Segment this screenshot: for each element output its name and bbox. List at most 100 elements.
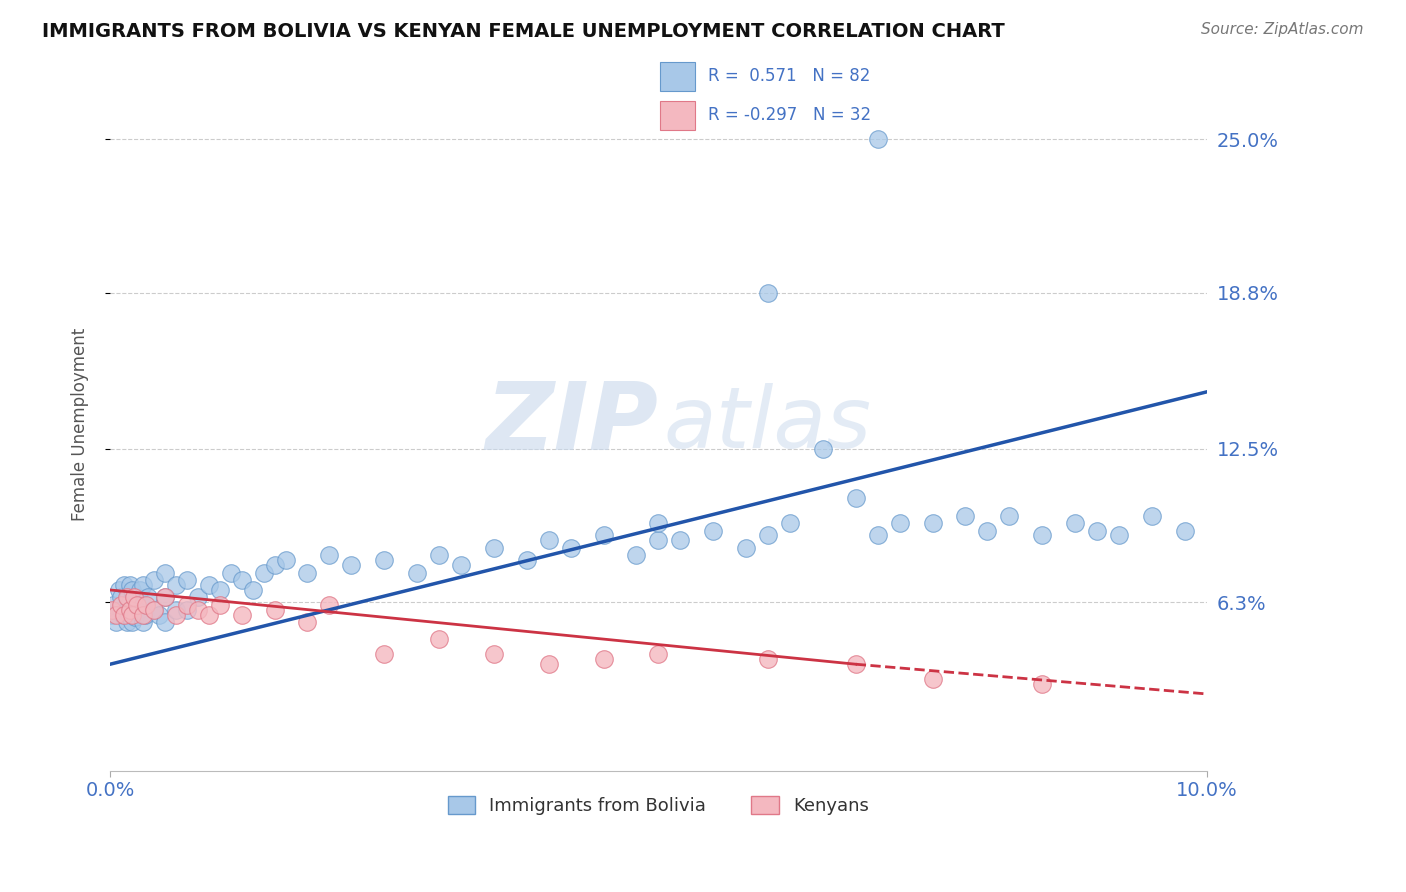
Point — [647, 648, 669, 662]
Point — [866, 132, 889, 146]
Point — [101, 607, 124, 622]
Point — [756, 285, 779, 300]
Text: ZIP: ZIP — [485, 378, 658, 470]
Point — [406, 566, 429, 580]
Point — [889, 516, 911, 530]
Point — [121, 615, 143, 629]
Point — [208, 582, 231, 597]
Point — [104, 607, 127, 622]
Point — [118, 603, 141, 617]
Point — [702, 524, 724, 538]
Point — [537, 533, 560, 548]
Point — [103, 598, 125, 612]
Point — [252, 566, 274, 580]
Point — [297, 615, 319, 629]
Point — [845, 657, 868, 672]
Point — [647, 533, 669, 548]
Point — [1031, 677, 1053, 691]
Point — [482, 648, 505, 662]
Point — [132, 607, 155, 622]
Point — [187, 603, 209, 617]
Point — [1108, 528, 1130, 542]
Point — [537, 657, 560, 672]
Point — [165, 603, 187, 617]
Text: atlas: atlas — [664, 383, 872, 466]
Point — [998, 508, 1021, 523]
Point — [626, 549, 648, 563]
Point — [118, 595, 141, 609]
Point — [231, 607, 253, 622]
Point — [340, 558, 363, 573]
Y-axis label: Female Unemployment: Female Unemployment — [72, 327, 89, 521]
Point — [318, 549, 340, 563]
Point — [118, 607, 141, 622]
Point — [482, 541, 505, 555]
Point — [592, 528, 614, 542]
Point — [373, 553, 395, 567]
Point — [115, 591, 138, 605]
Point — [148, 607, 170, 622]
Point — [108, 582, 131, 597]
Point — [560, 541, 582, 555]
Point — [127, 598, 149, 612]
Point — [118, 578, 141, 592]
Point — [142, 603, 165, 617]
Point — [976, 524, 998, 538]
Text: R =  0.571   N = 82: R = 0.571 N = 82 — [709, 68, 870, 86]
Point — [231, 573, 253, 587]
Text: IMMIGRANTS FROM BOLIVIA VS KENYAN FEMALE UNEMPLOYMENT CORRELATION CHART: IMMIGRANTS FROM BOLIVIA VS KENYAN FEMALE… — [42, 22, 1005, 41]
Point — [373, 648, 395, 662]
Point — [135, 598, 157, 612]
Point — [263, 603, 285, 617]
Point — [153, 591, 176, 605]
Point — [187, 591, 209, 605]
Point — [132, 598, 155, 612]
Point — [176, 598, 198, 612]
Point — [197, 607, 219, 622]
Point — [142, 603, 165, 617]
Point — [165, 607, 187, 622]
Point — [110, 591, 132, 605]
Bar — [659, 101, 696, 130]
Point — [1064, 516, 1087, 530]
Point — [735, 541, 758, 555]
Point — [208, 598, 231, 612]
Point — [117, 591, 139, 605]
Point — [811, 442, 834, 456]
Point — [110, 603, 132, 617]
Point — [756, 528, 779, 542]
Point — [427, 632, 450, 647]
Point — [1031, 528, 1053, 542]
Text: R = -0.297   N = 32: R = -0.297 N = 32 — [709, 105, 872, 123]
Point — [242, 582, 264, 597]
Point — [955, 508, 977, 523]
Point — [142, 573, 165, 587]
Point — [845, 491, 868, 506]
Point — [138, 591, 160, 605]
Point — [115, 603, 138, 617]
Point — [121, 603, 143, 617]
Point — [592, 652, 614, 666]
Point — [176, 603, 198, 617]
Point — [516, 553, 538, 567]
Point — [134, 607, 156, 622]
Point — [165, 578, 187, 592]
Point — [132, 578, 155, 592]
Legend: Immigrants from Bolivia, Kenyans: Immigrants from Bolivia, Kenyans — [439, 787, 877, 824]
Point — [128, 582, 150, 597]
Point — [153, 591, 176, 605]
Point — [124, 610, 146, 624]
Point — [115, 615, 138, 629]
Point — [122, 598, 145, 612]
Point — [112, 607, 135, 622]
Point — [297, 566, 319, 580]
Point — [263, 558, 285, 573]
Point — [427, 549, 450, 563]
Point — [104, 615, 127, 629]
Point — [450, 558, 472, 573]
Point — [779, 516, 801, 530]
Point — [1085, 524, 1108, 538]
Point — [866, 528, 889, 542]
Point — [756, 652, 779, 666]
Point — [121, 607, 143, 622]
